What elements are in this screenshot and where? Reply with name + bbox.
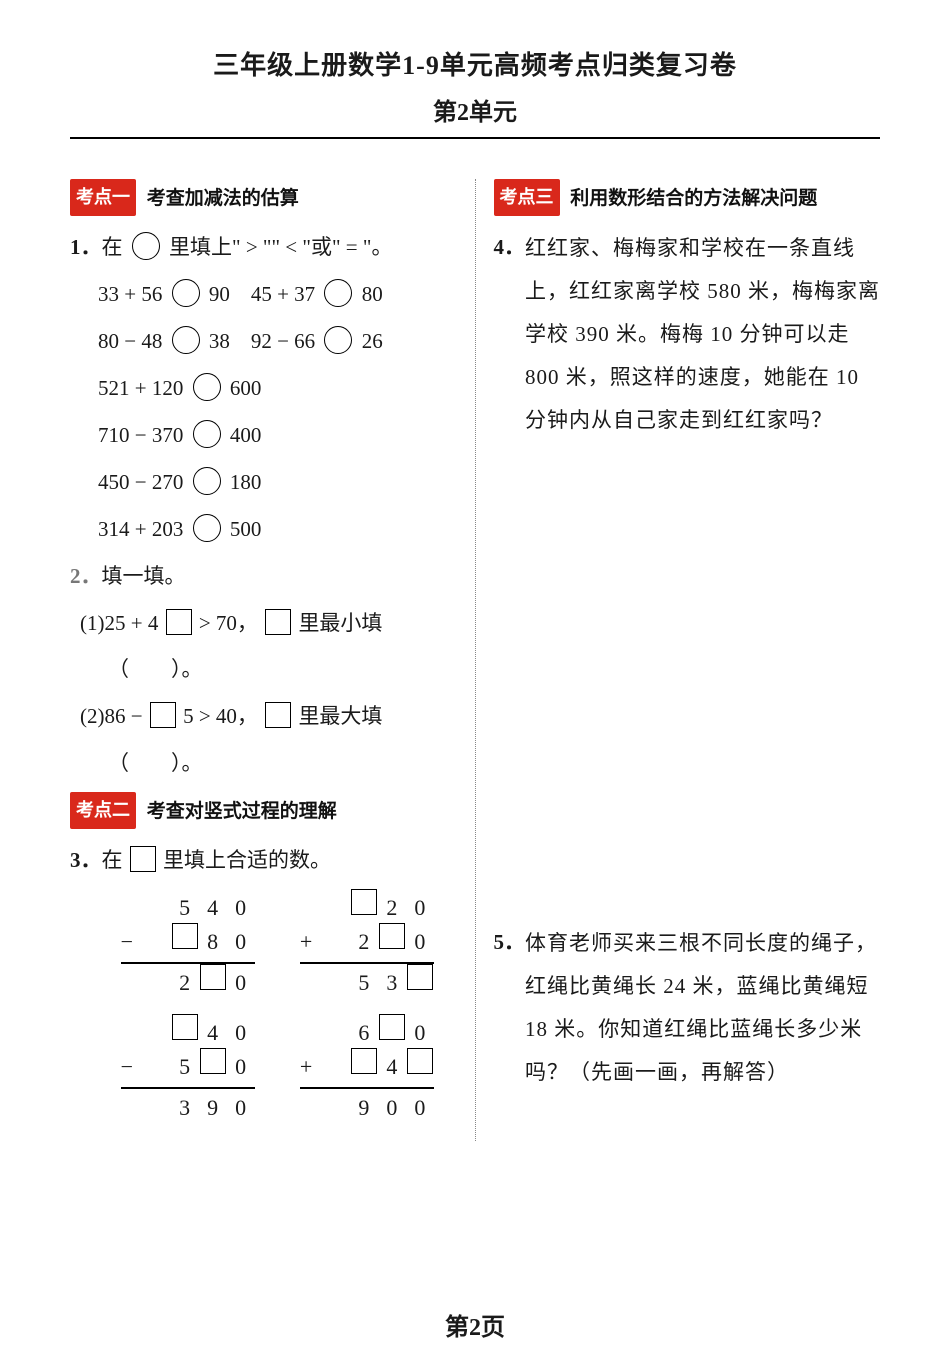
- blank-circle: [193, 467, 221, 495]
- q1-body: 在 里填上" > "" < "或" = "。: [102, 227, 457, 268]
- blank-circle: [172, 279, 200, 307]
- blank-circle: [172, 326, 200, 354]
- blank-circle: [193, 514, 221, 542]
- topic-3-label: 考点三: [494, 179, 560, 216]
- blank-box: [265, 609, 291, 635]
- blank-box: [166, 609, 192, 635]
- expr: 314 + 203: [98, 517, 183, 541]
- q5-number: 5．: [494, 922, 526, 1094]
- q1-options: 33 + 56 90 45 + 37 80 80 − 48 38 92 − 66…: [70, 274, 457, 550]
- question-4: 4． 红红家、梅梅家和学校在一条直线上，红红家离学校 580 米，梅梅家离学校 …: [494, 227, 881, 442]
- question-5: 5． 体育老师买来三根不同长度的绳子，红绳比黄绳长 24 米，蓝绳比黄绳短 18…: [494, 922, 881, 1094]
- text: 里最大填: [298, 704, 382, 728]
- expr: 26: [362, 329, 383, 353]
- q2-parts: (1)25 + 4 > 70， 里最小填 （ ）。 (2)86 − 5 > 40…: [70, 603, 457, 785]
- q1-row-5: 450 − 270 180: [98, 462, 457, 503]
- expr: 38: [209, 329, 230, 353]
- vertical-row-2: 40−50390 60+4900: [98, 1016, 457, 1125]
- blank-circle: [324, 326, 352, 354]
- q3-stem-b: 里填上合适的数。: [163, 848, 331, 872]
- q5-text: 体育老师买来三根不同长度的绳子，红绳比黄绳长 24 米，蓝绳比黄绳短 18 米。…: [525, 922, 880, 1094]
- blank-circle: [324, 279, 352, 307]
- blank-box: [265, 702, 291, 728]
- expr: 90: [209, 282, 230, 306]
- q1-row-6: 314 + 203 500: [98, 509, 457, 550]
- expr: 80 − 48: [98, 329, 162, 353]
- q1-row-2: 80 − 48 38 92 − 66 26: [98, 321, 457, 362]
- topic-2-heading: 考点二 考查对竖式过程的理解: [70, 792, 457, 830]
- vertical-4: 60+4900: [300, 1016, 434, 1125]
- main-title: 三年级上册数学1-9单元高频考点归类复习卷: [70, 45, 880, 82]
- q4-text: 红红家、梅梅家和学校在一条直线上，红红家离学校 580 米，梅梅家离学校 390…: [525, 227, 880, 442]
- topic-2-label: 考点二: [70, 792, 136, 829]
- page-footer: 第2页: [0, 1307, 950, 1342]
- title-rule: [70, 137, 880, 139]
- vertical-2: 20+2053: [300, 891, 434, 1000]
- q1-row-3: 521 + 120 600: [98, 368, 457, 409]
- expr: 450 − 270: [98, 470, 183, 494]
- q2-part-1: (1)25 + 4 > 70， 里最小填: [80, 603, 457, 644]
- topic-2-title: 考查对竖式过程的理解: [147, 801, 337, 822]
- q3-body: 在 里填上合适的数。: [102, 840, 457, 881]
- q1-stem-a: 在: [102, 235, 123, 259]
- q4-number: 4．: [494, 227, 526, 442]
- topic-3-title: 利用数形结合的方法解决问题: [570, 188, 817, 209]
- vertical-3: 40−50390: [121, 1016, 255, 1125]
- q1-row-1: 33 + 56 90 45 + 37 80: [98, 274, 457, 315]
- q2-paren-2: （ ）。: [80, 743, 457, 784]
- expr: 500: [230, 517, 262, 541]
- two-column-layout: 考点一 考查加减法的估算 1． 在 里填上" > "" < "或" = "。 3…: [70, 179, 880, 1141]
- expr: 45 + 37: [251, 282, 315, 306]
- vertical-row-1: 540−8020 20+2053: [98, 891, 457, 1000]
- column-divider: [475, 179, 476, 1141]
- question-2: 2． 填一填。: [70, 556, 457, 597]
- vertical-1: 540−8020: [121, 891, 255, 1000]
- expr: 600: [230, 376, 262, 400]
- blank-box: [130, 846, 156, 872]
- sub-title: 第2单元: [70, 92, 880, 127]
- expr: > 70，: [199, 611, 258, 635]
- blank-circle: [193, 420, 221, 448]
- q3-verticals: 540−8020 20+2053 40−50390 60+4900: [70, 891, 457, 1125]
- expr: 180: [230, 470, 262, 494]
- topic-3-heading: 考点三 利用数形结合的方法解决问题: [494, 179, 881, 217]
- expr: 400: [230, 423, 262, 447]
- q1-row-4: 710 − 370 400: [98, 415, 457, 456]
- topic-1-heading: 考点一 考查加减法的估算: [70, 179, 457, 217]
- q1-number: 1．: [70, 227, 102, 268]
- q2-part-2: (2)86 − 5 > 40， 里最大填: [80, 696, 457, 737]
- q2-number: 2．: [70, 556, 102, 597]
- expr: 710 − 370: [98, 423, 183, 447]
- q1-stem-b: 里填上" > "" < "或" = "。: [169, 235, 392, 259]
- q2-paren-1: （ ）。: [80, 649, 457, 690]
- expr: 80: [362, 282, 383, 306]
- left-column: 考点一 考查加减法的估算 1． 在 里填上" > "" < "或" = "。 3…: [70, 179, 469, 1141]
- q2-stem: 填一填。: [102, 556, 457, 597]
- q3-stem-a: 在: [102, 848, 123, 872]
- blank-circle: [193, 373, 221, 401]
- expr: 92 − 66: [251, 329, 315, 353]
- expr: 33 + 56: [98, 282, 162, 306]
- answer-space-q4: [494, 442, 881, 922]
- q3-number: 3．: [70, 840, 102, 881]
- question-3: 3． 在 里填上合适的数。: [70, 840, 457, 881]
- expr: 5 > 40，: [183, 704, 258, 728]
- question-1: 1． 在 里填上" > "" < "或" = "。: [70, 227, 457, 268]
- blank-box: [150, 702, 176, 728]
- text: 里最小填: [298, 611, 382, 635]
- worksheet-page: 三年级上册数学1-9单元高频考点归类复习卷 第2单元 考点一 考查加减法的估算 …: [0, 0, 950, 1141]
- expr: (2)86 −: [80, 704, 143, 728]
- blank-circle: [132, 232, 160, 260]
- topic-1-title: 考查加减法的估算: [147, 188, 299, 209]
- right-column: 考点三 利用数形结合的方法解决问题 4． 红红家、梅梅家和学校在一条直线上，红红…: [482, 179, 881, 1141]
- expr: 521 + 120: [98, 376, 183, 400]
- title-block: 三年级上册数学1-9单元高频考点归类复习卷 第2单元: [70, 45, 880, 127]
- topic-1-label: 考点一: [70, 179, 136, 216]
- expr: (1)25 + 4: [80, 611, 158, 635]
